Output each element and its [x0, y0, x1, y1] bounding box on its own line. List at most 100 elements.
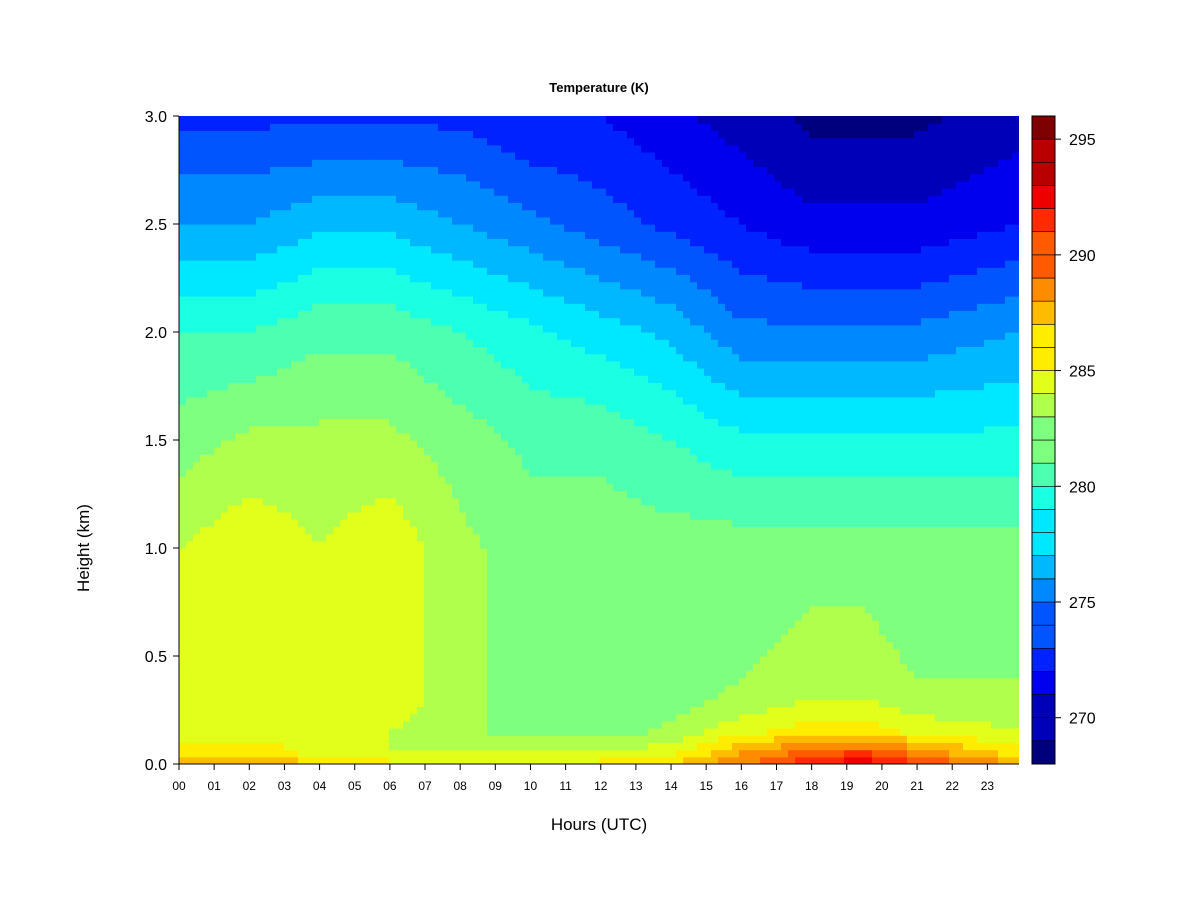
- heatmap-cell: [494, 540, 502, 549]
- heatmap-cell: [774, 512, 782, 520]
- heatmap-cell: [480, 742, 488, 751]
- heatmap-cell: [284, 461, 292, 470]
- heatmap-cell: [487, 728, 495, 736]
- heatmap-cell: [844, 627, 852, 635]
- heatmap-cell: [907, 555, 915, 563]
- heatmap-cell: [508, 555, 516, 563]
- heatmap-cell: [830, 519, 838, 527]
- heatmap-cell: [312, 512, 320, 520]
- heatmap-cell: [718, 569, 726, 578]
- heatmap-cell: [536, 749, 544, 758]
- heatmap-cell: [928, 519, 936, 527]
- heatmap-cell: [1005, 663, 1013, 671]
- heatmap-cell: [340, 756, 348, 764]
- heatmap-cell: [557, 526, 565, 535]
- heatmap-cell: [529, 533, 537, 542]
- heatmap-cell: [725, 713, 733, 722]
- heatmap-cell: [347, 533, 355, 542]
- heatmap-cell: [522, 699, 530, 707]
- heatmap-cell: [725, 591, 733, 599]
- heatmap-cell: [627, 605, 635, 614]
- heatmap-cell: [214, 699, 222, 707]
- heatmap-cell: [578, 540, 586, 549]
- heatmap-cell: [333, 634, 341, 643]
- heatmap-cell: [662, 684, 670, 693]
- heatmap-cell: [613, 533, 621, 542]
- heatmap-cell: [788, 468, 796, 477]
- heatmap-cell: [781, 591, 789, 599]
- heatmap-cell: [242, 504, 250, 513]
- heatmap-cell: [319, 519, 327, 527]
- heatmap-cell: [872, 684, 880, 693]
- heatmap-cell: [1005, 735, 1013, 743]
- heatmap-cell: [494, 742, 502, 751]
- heatmap-cell: [900, 735, 908, 743]
- heatmap-cell: [557, 699, 565, 707]
- heatmap-cell: [375, 728, 383, 736]
- heatmap-cell: [711, 512, 719, 520]
- heatmap-cell: [312, 663, 320, 671]
- heatmap-cell: [312, 648, 320, 657]
- heatmap-cell: [284, 728, 292, 736]
- heatmap-cell: [179, 504, 187, 513]
- heatmap-cell: [900, 620, 908, 628]
- heatmap-cell: [620, 576, 628, 585]
- heatmap-cell: [459, 670, 467, 679]
- heatmap-cell: [592, 699, 600, 707]
- heatmap-cell: [522, 576, 530, 585]
- heatmap-cell: [543, 576, 551, 585]
- heatmap-cell: [963, 656, 971, 664]
- heatmap-cell: [298, 562, 306, 571]
- heatmap-cell: [207, 504, 215, 513]
- heatmap-cell: [536, 533, 544, 542]
- heatmap-cell: [648, 706, 656, 715]
- heatmap-cell: [249, 742, 257, 751]
- heatmap-cell: [613, 612, 621, 621]
- heatmap-cell: [445, 476, 453, 484]
- heatmap-cell: [809, 555, 817, 563]
- heatmap-cell: [494, 641, 502, 650]
- heatmap-cell: [949, 620, 957, 628]
- heatmap-cell: [263, 562, 271, 571]
- heatmap-cell: [487, 526, 495, 535]
- heatmap-cell: [865, 612, 873, 621]
- heatmap-cell: [312, 684, 320, 693]
- heatmap-cell: [704, 519, 712, 527]
- heatmap-cell: [697, 641, 705, 650]
- heatmap-cell: [249, 756, 257, 764]
- heatmap-cell: [214, 576, 222, 585]
- heatmap-cell: [725, 512, 733, 520]
- heatmap-cell: [648, 483, 656, 491]
- heatmap-cell: [942, 728, 950, 736]
- heatmap-cell: [886, 756, 894, 764]
- heatmap-cell: [298, 720, 306, 729]
- heatmap-cell: [683, 512, 691, 520]
- heatmap-cell: [697, 648, 705, 657]
- heatmap-cell: [354, 468, 362, 477]
- heatmap-cell: [361, 670, 369, 679]
- heatmap-cell: [242, 612, 250, 621]
- heatmap-cell: [984, 490, 992, 499]
- heatmap-cell: [235, 490, 243, 499]
- heatmap-cell: [179, 627, 187, 635]
- heatmap-cell: [557, 483, 565, 491]
- heatmap-cell: [725, 526, 733, 535]
- heatmap-cell: [508, 533, 516, 542]
- heatmap-cell: [746, 692, 754, 700]
- heatmap-cell: [571, 641, 579, 650]
- heatmap-cell: [326, 497, 334, 506]
- heatmap-cell: [830, 670, 838, 679]
- heatmap-cell: [914, 706, 922, 715]
- heatmap-cell: [256, 692, 264, 700]
- heatmap-cell: [830, 468, 838, 477]
- heatmap-cell: [319, 735, 327, 743]
- heatmap-cell: [543, 519, 551, 527]
- heatmap-cell: [914, 663, 922, 671]
- heatmap-cell: [914, 476, 922, 484]
- heatmap-cell: [641, 598, 649, 607]
- heatmap-cell: [571, 512, 579, 520]
- heatmap-cell: [746, 648, 754, 657]
- heatmap-cell: [221, 519, 229, 527]
- heatmap-cell: [984, 620, 992, 628]
- heatmap-cell: [354, 497, 362, 506]
